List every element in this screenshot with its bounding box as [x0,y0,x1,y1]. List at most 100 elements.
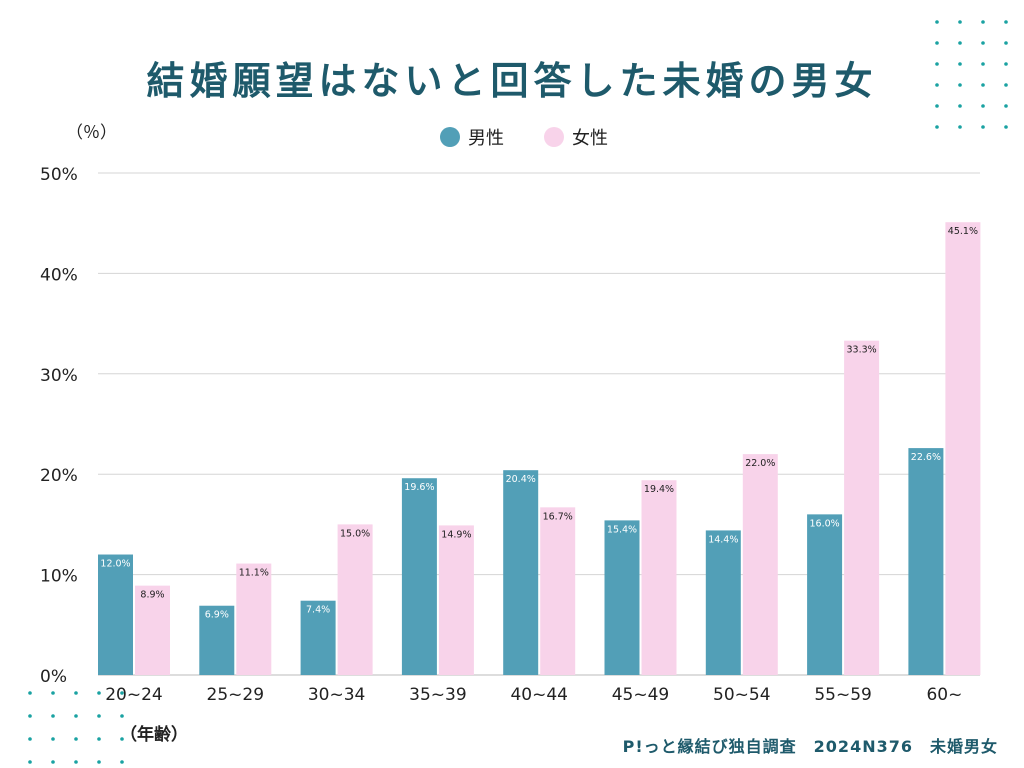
y-tick-label: 30% [40,366,78,386]
legend-item-female: 女性 [544,124,608,150]
x-tick-label: 20~24 [105,685,163,705]
decor-dot [1004,20,1008,24]
decor-dot [120,760,124,764]
data-label: 14.9% [441,529,471,540]
decor-dot [958,41,962,45]
bar-female [844,340,880,675]
decor-dot [120,691,124,695]
decor-dot [1004,62,1008,66]
decor-dot [28,760,32,764]
source-footer: P!っと縁結び独自調査 2024N376 未婚男女 [622,737,998,756]
bar-male [503,470,539,675]
legend-swatch-male [440,127,460,147]
decor-dot [981,20,985,24]
data-label: 16.0% [810,518,840,529]
data-label: 15.0% [340,528,370,539]
y-tick-label: 20% [40,466,78,486]
data-label: 33.3% [847,345,877,356]
legend-swatch-female [544,127,564,147]
data-label: 8.9% [140,590,164,601]
x-tick-label: 40~44 [510,685,568,705]
decor-dot [958,125,962,129]
y-axis-unit: （％） [66,123,117,143]
bar-female [236,563,272,675]
decor-dot [74,714,78,718]
decor-dot [74,691,78,695]
bar-female [945,222,981,676]
decor-dot [97,760,101,764]
decor-dot [981,83,985,87]
decor-dot [935,125,939,129]
decor-dot [1004,104,1008,108]
bar-female [540,507,576,675]
decor-dot [120,737,124,741]
decor-dot [97,691,101,695]
decor-dot [28,691,32,695]
y-tick-label: 0% [40,667,67,687]
bar-female [641,480,677,675]
x-tick-label: 60~ [926,685,962,705]
bar-male [908,448,944,675]
data-label: 19.6% [404,482,434,493]
data-label: 11.1% [239,568,269,579]
decor-dot [958,83,962,87]
decor-dot [981,41,985,45]
decor-dot [958,62,962,66]
decor-dot [1004,125,1008,129]
data-label: 6.9% [205,610,229,621]
x-tick-label: 55~59 [814,685,872,705]
y-tick-label: 50% [40,165,78,185]
x-tick-label: 30~34 [308,685,366,705]
bar-male [300,600,336,675]
data-label: 22.0% [745,458,775,469]
data-label: 45.1% [948,226,978,237]
bar-male [98,554,133,675]
bar-female [135,585,170,675]
decor-dot [28,737,32,741]
decor-dot [28,714,32,718]
decor-dot [958,20,962,24]
decor-dot [935,20,939,24]
legend-item-male: 男性 [440,124,504,150]
decor-dot [935,83,939,87]
x-axis-unit: （年齢） [120,725,188,745]
legend: 男性 女性 [440,124,608,150]
y-tick-label: 40% [40,265,78,285]
legend-label-female: 女性 [572,128,608,149]
decor-dot [1004,41,1008,45]
decor-dot [97,714,101,718]
decor-dot [958,104,962,108]
x-tick-label: 35~39 [409,685,467,705]
bar-female [742,454,778,675]
legend-label-male: 男性 [468,128,504,149]
decor-dot [120,714,124,718]
decor-dot [51,737,55,741]
bar-male [705,530,741,675]
bar-female [337,524,373,675]
x-tick-label: 25~29 [207,685,265,705]
data-label: 7.4% [306,605,330,616]
decor-dot [1004,83,1008,87]
decor-dot [935,104,939,108]
data-label: 12.0% [100,559,130,570]
data-label: 16.7% [543,511,573,522]
data-label: 14.4% [708,534,738,545]
bar-female [438,525,474,675]
x-tick-label: 50~54 [713,685,771,705]
decor-dot [981,125,985,129]
data-label: 19.4% [644,484,674,495]
data-label: 20.4% [506,474,536,485]
decor-dot [981,104,985,108]
y-tick-label: 10% [40,567,78,587]
bar-male [807,514,843,675]
decor-dot [74,760,78,764]
decor-dot [935,62,939,66]
decor-dot [51,760,55,764]
x-tick-label: 45~49 [612,685,670,705]
bar-male [401,478,437,675]
bar-male [604,520,640,675]
bar-male [199,605,235,675]
decor-dot [981,62,985,66]
decor-dot [935,41,939,45]
